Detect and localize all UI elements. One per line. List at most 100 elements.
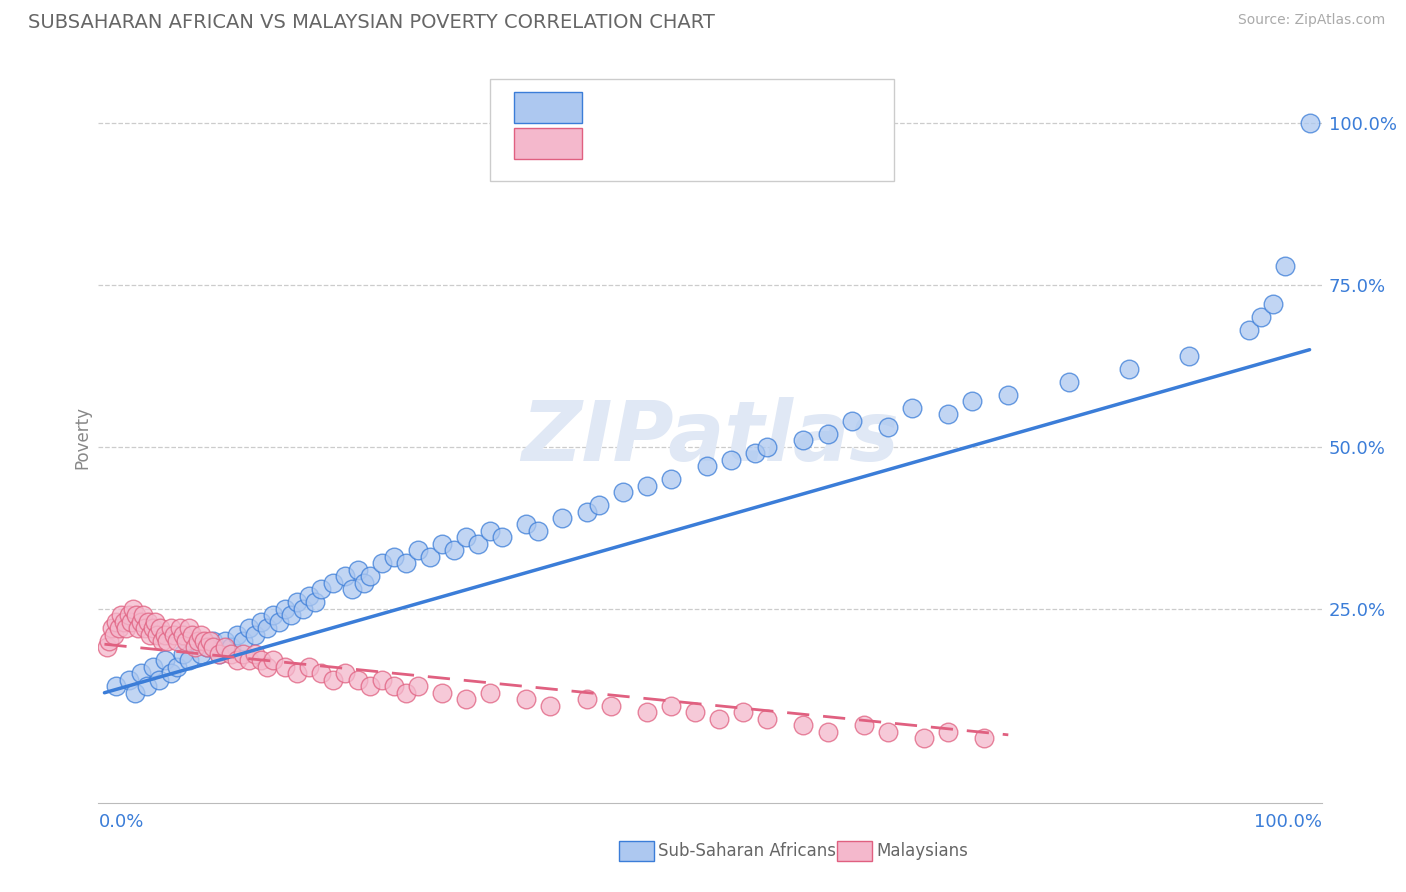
Point [395, 686, 418, 700]
Text: N =: N = [733, 97, 772, 115]
Point [129, 666, 152, 681]
Point [112, 615, 135, 629]
Text: Source: ZipAtlas.com: Source: ZipAtlas.com [1237, 13, 1385, 28]
Point [298, 589, 321, 603]
Point [406, 543, 429, 558]
Point [226, 653, 249, 667]
Point [146, 627, 169, 641]
Point [250, 615, 273, 629]
Point [122, 601, 145, 615]
Point [98, 634, 121, 648]
Point [659, 472, 682, 486]
Point [232, 634, 254, 648]
Point [181, 627, 204, 641]
Point [117, 608, 139, 623]
Point [292, 601, 315, 615]
FancyBboxPatch shape [489, 78, 894, 181]
Text: ZIPatlas: ZIPatlas [522, 397, 898, 477]
Point [238, 653, 260, 667]
Point [232, 647, 254, 661]
Point [370, 673, 392, 687]
Point [172, 627, 194, 641]
Point [243, 627, 266, 641]
Point [115, 621, 138, 635]
Point [142, 660, 165, 674]
Point [515, 517, 537, 532]
Text: Sub-Saharan Africans: Sub-Saharan Africans [658, 842, 837, 860]
Point [527, 524, 550, 538]
FancyBboxPatch shape [515, 128, 582, 159]
Point [1274, 259, 1296, 273]
Point [166, 634, 188, 648]
Point [322, 575, 344, 590]
Point [269, 615, 291, 629]
Point [599, 698, 621, 713]
Point [159, 666, 181, 681]
Point [707, 712, 730, 726]
Point [195, 640, 218, 655]
Point [274, 601, 297, 615]
Point [100, 621, 122, 635]
Point [1250, 310, 1272, 325]
Point [201, 640, 224, 655]
Point [353, 575, 375, 590]
Point [117, 673, 139, 687]
Point [1263, 297, 1285, 311]
Point [124, 686, 146, 700]
Point [280, 608, 302, 623]
Point [1118, 362, 1140, 376]
Point [177, 621, 200, 635]
Point [575, 692, 598, 706]
Point [172, 647, 194, 661]
Point [262, 608, 284, 623]
Point [285, 666, 308, 681]
Point [208, 647, 231, 661]
Point [132, 608, 155, 623]
Point [454, 692, 477, 706]
Point [936, 408, 959, 422]
Point [163, 627, 186, 641]
Point [176, 634, 198, 648]
Point [96, 640, 118, 655]
Point [311, 582, 333, 597]
Point [274, 660, 297, 674]
Point [683, 705, 706, 719]
Point [973, 731, 995, 745]
Point [143, 615, 166, 629]
Point [135, 679, 157, 693]
Point [733, 705, 755, 719]
Point [250, 653, 273, 667]
Point [108, 621, 131, 635]
Point [169, 621, 191, 635]
Point [756, 712, 779, 726]
Point [382, 549, 405, 564]
Point [817, 724, 839, 739]
Point [149, 621, 172, 635]
Point [142, 621, 165, 635]
Point [756, 440, 779, 454]
Point [127, 621, 149, 635]
Point [430, 537, 453, 551]
Point [156, 634, 179, 648]
Point [467, 537, 489, 551]
Point [201, 634, 224, 648]
Point [551, 511, 574, 525]
Point [1057, 375, 1080, 389]
Point [150, 634, 173, 648]
Point [136, 615, 159, 629]
Point [696, 459, 718, 474]
Point [936, 724, 959, 739]
Point [335, 666, 357, 681]
Point [659, 698, 682, 713]
Point [219, 640, 242, 655]
Point [876, 420, 898, 434]
Point [238, 621, 260, 635]
Text: 0.675: 0.675 [650, 97, 702, 115]
Text: -0.197: -0.197 [650, 134, 709, 152]
Point [430, 686, 453, 700]
Point [359, 569, 381, 583]
Text: 83: 83 [790, 134, 813, 152]
Point [406, 679, 429, 693]
Point [1178, 349, 1201, 363]
Point [912, 731, 935, 745]
